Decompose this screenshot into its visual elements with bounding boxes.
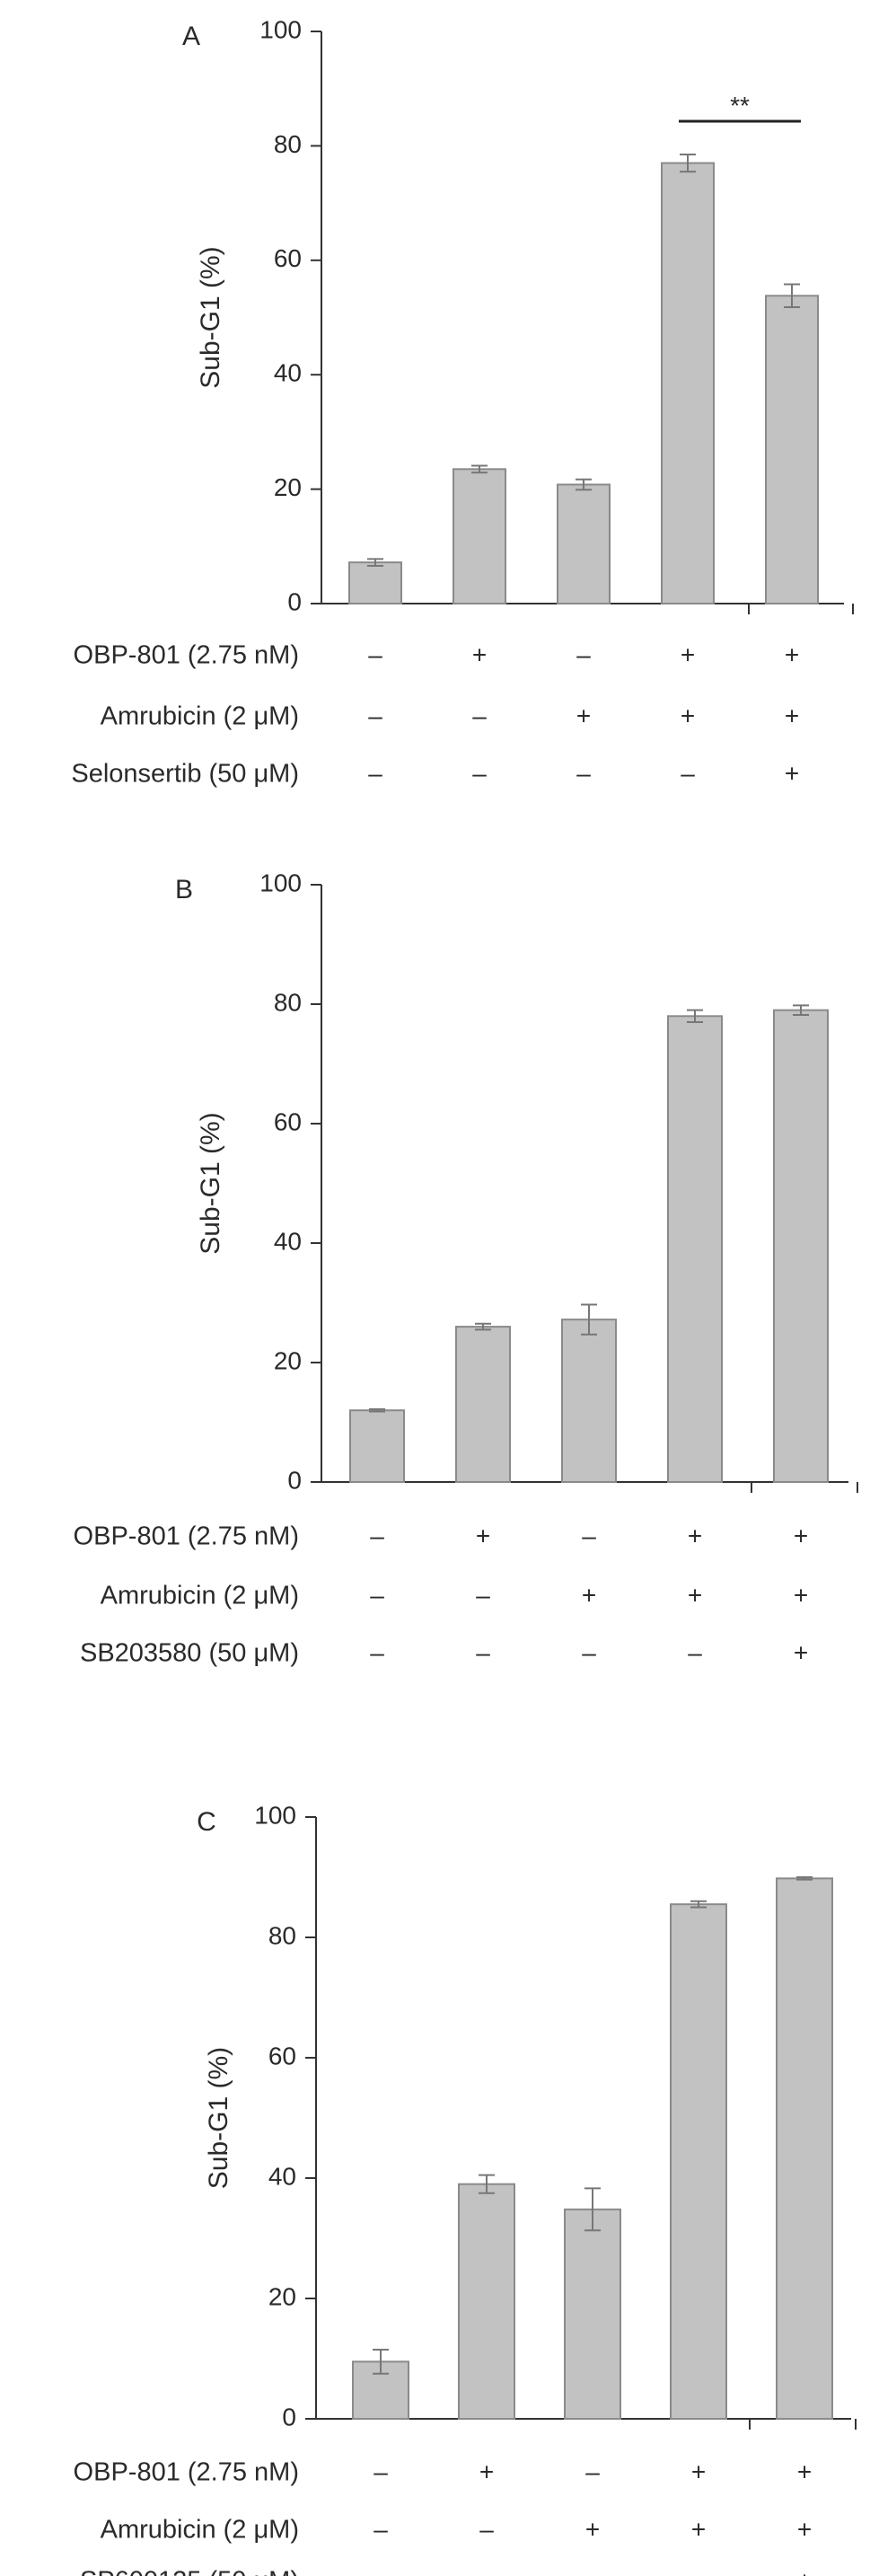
y-tick-label: 20 [274,1346,302,1374]
condition-sign: – [585,2457,600,2485]
y-tick-label: 20 [268,2282,296,2310]
condition-label: Amrubicin (2 μM) [101,702,299,731]
bar [458,2183,515,2420]
condition-sign: – [370,1638,384,1666]
bar [349,1409,405,1483]
y-tick-label: 100 [259,869,302,896]
condition-label: Selonsertib (50 μM) [71,760,299,789]
y-tick-label: 0 [287,1466,302,1494]
condition-sign: + [797,2515,812,2543]
bar [670,1903,727,2420]
y-tick-label: 60 [274,244,302,272]
condition-sign: + [785,701,799,729]
y-tick-label: 60 [274,1107,302,1135]
condition-sign: – [691,2566,706,2576]
condition-sign: + [785,640,799,668]
condition-sign: + [688,1581,702,1609]
panel-letter: A [182,22,200,51]
condition-sign: + [681,701,695,729]
condition-label: SP600125 (50 μM) [80,2567,299,2576]
bar [557,483,611,605]
condition-sign: – [476,1638,490,1666]
bar [453,468,506,604]
y-tick-label: 100 [259,15,302,43]
condition-sign: – [373,2457,388,2485]
condition-sign: + [688,1522,702,1549]
chart-panel-c: C 0 20 40 60 80 100 Sub-G1 (%) OBP-801 (2.75 nM)… [74,1801,857,2576]
condition-sign: + [576,701,591,729]
y-tick-label: 80 [268,1921,296,1949]
condition-label: OBP-801 (2.75 nM) [74,1522,299,1551]
bar [455,1326,511,1483]
condition-sign: – [576,640,591,668]
bar [661,162,715,604]
condition-sign: + [691,2515,706,2543]
condition-sign: + [582,1581,596,1609]
significance-label: ** [730,92,750,119]
bar [348,561,402,604]
bar [667,1015,723,1484]
bar [564,2208,621,2421]
condition-sign: – [681,759,695,787]
y-tick-label: 80 [274,988,302,1016]
y-tick-label: 80 [274,130,302,158]
condition-sign: – [373,2566,388,2576]
condition-sign: + [794,1522,808,1549]
condition-sign: – [370,1522,384,1549]
condition-sign: + [794,1581,808,1609]
chart-panel-b: B 0 20 40 60 80 100 Sub-G1 (%) OBP-801 (2.75 nM)… [74,869,858,1668]
y-tick-label: 60 [268,2042,296,2069]
y-tick-label: 40 [274,359,302,387]
y-tick-label: 0 [282,2403,296,2430]
y-tick-label: 20 [274,473,302,501]
condition-sign: – [373,2515,388,2543]
condition-label: OBP-801 (2.75 nM) [74,2458,299,2487]
condition-sign: + [797,2566,812,2576]
condition-sign: + [476,1522,490,1549]
condition-sign: – [585,2566,600,2576]
y-axis-label: Sub-G1 (%) [196,1112,225,1254]
y-tick-label: 40 [268,2162,296,2190]
condition-sign: – [576,759,591,787]
condition-sign: – [368,759,382,787]
condition-sign: – [688,1638,702,1666]
condition-sign: + [681,640,695,668]
bar [776,1877,833,2421]
condition-sign: + [585,2515,600,2543]
condition-sign: + [785,759,799,787]
condition-sign: + [797,2457,812,2485]
y-tick-label: 0 [287,587,302,615]
panel-letter: C [197,1807,216,1837]
condition-sign: + [472,640,487,668]
bar [765,295,819,604]
condition-label: SB203580 (50 μM) [80,1639,299,1668]
condition-sign: – [582,1522,596,1549]
condition-sign: + [794,1638,808,1666]
condition-sign: – [472,759,487,787]
chart-panel-a: A 0 20 40 60 80 100 Sub-G1 (%) ** OBP-801 (2.75 n… [71,15,854,789]
bar [773,1009,829,1483]
condition-sign: – [370,1581,384,1609]
bar [561,1319,617,1483]
condition-sign: + [691,2457,706,2485]
y-axis-label: Sub-G1 (%) [204,2047,233,2189]
y-tick-label: 100 [254,1801,296,1829]
condition-sign: + [479,2457,494,2485]
y-tick-label: 40 [274,1227,302,1255]
condition-sign: – [582,1638,596,1666]
condition-sign: – [472,701,487,729]
condition-sign: – [368,640,382,668]
condition-sign: – [479,2566,494,2576]
condition-label: Amrubicin (2 μM) [101,1582,299,1610]
panel-letter: B [175,875,193,904]
condition-label: OBP-801 (2.75 nM) [74,641,299,670]
condition-sign: – [476,1581,490,1609]
condition-sign: – [368,701,382,729]
condition-sign: – [479,2515,494,2543]
condition-label: Amrubicin (2 μM) [101,2516,299,2545]
y-axis-label: Sub-G1 (%) [196,246,225,388]
